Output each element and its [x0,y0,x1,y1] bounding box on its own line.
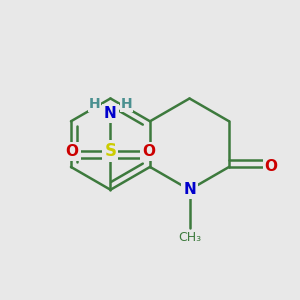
Text: O: O [142,144,155,159]
Text: O: O [265,159,278,174]
Text: CH₃: CH₃ [178,231,201,244]
Text: N: N [104,106,117,121]
Text: S: S [104,142,116,160]
Text: H: H [88,98,100,111]
Text: N: N [183,182,196,197]
Text: O: O [66,144,79,159]
Text: H: H [121,98,133,111]
